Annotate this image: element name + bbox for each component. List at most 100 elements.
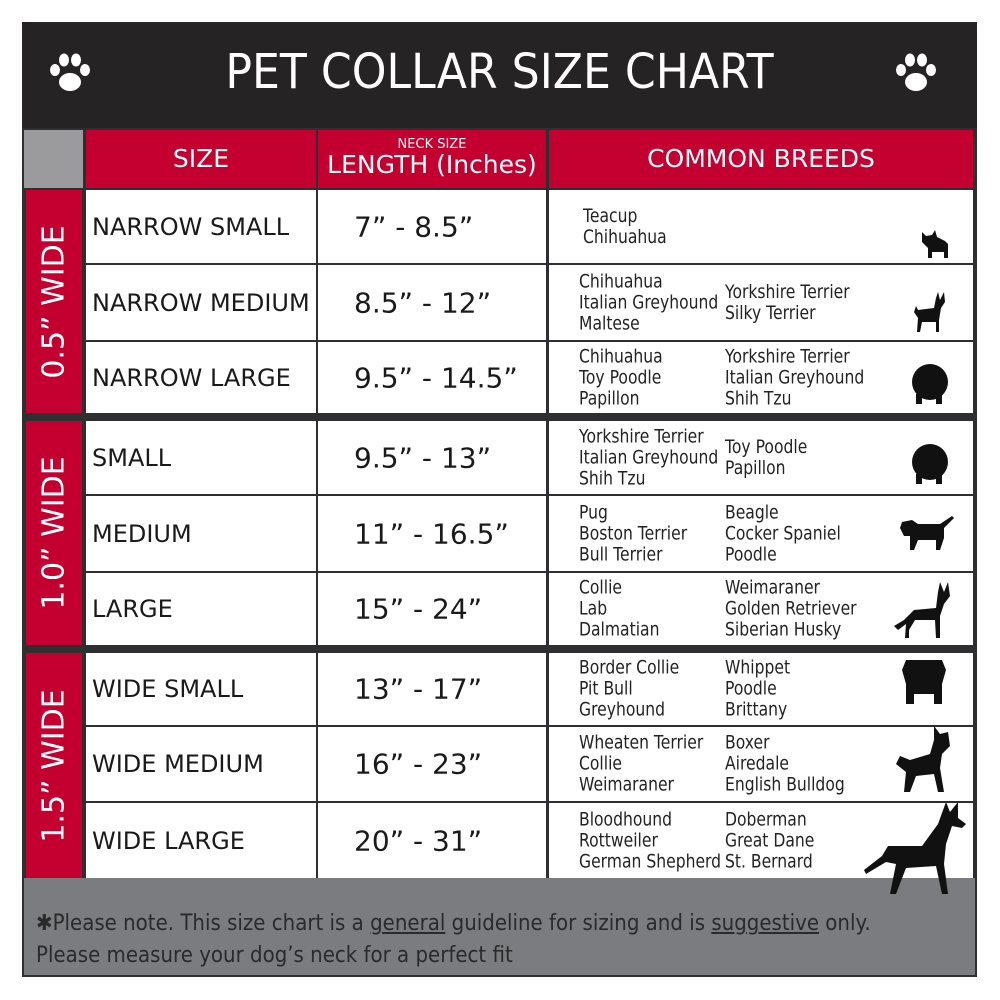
footer-note: ✱Please note. This size chart is a gener… [24, 878, 975, 975]
table-row: WIDE LARGE 20” - 31” Bloodhound Rottweile… [86, 803, 973, 878]
breed-name: German Shepherd [579, 850, 722, 872]
breeds-column-1: Chihuahua Toy Poodle Papillon [579, 346, 663, 409]
size-name: SMALL [92, 443, 172, 472]
breed-name: Yorkshire Terrier [579, 425, 704, 447]
length-cell: 9.5” - 14.5” [318, 342, 546, 413]
breeds-column-1: Bloodhound Rottweiler German Shepherd [579, 809, 721, 872]
column-header-length: NECK SIZE LENGTH (Inches) [318, 130, 546, 188]
breed-name: Collie [579, 752, 622, 775]
breed-name: Doberman [725, 808, 807, 830]
breed-name: Greyhound [579, 698, 665, 721]
neck-length: 9.5” - 13” [354, 441, 492, 474]
note-text: guideline for sizing and is [445, 911, 706, 936]
breed-name: Shih Tzu [579, 467, 646, 489]
breeds-column-2: Doberman Great Dane St. Bernard [725, 809, 814, 872]
breed-name: Beagle [725, 501, 779, 523]
breed-name: Toy Poodle [579, 366, 662, 388]
size-name: MEDIUM [92, 519, 192, 548]
size-cell: NARROW SMALL [86, 190, 316, 263]
breed-name: St. Bernard [725, 850, 813, 872]
breed-name: Lab [579, 597, 608, 620]
breed-name: Wheaten Terrier [579, 731, 704, 754]
size-cell: MEDIUM [86, 496, 316, 571]
breed-name: Rottweiler [579, 829, 658, 851]
breeds-cell: Border Collie Pit Bull Greyhound Whippet Po… [549, 653, 973, 725]
breed-name: Bull Terrier [579, 543, 663, 565]
column-header-breeds-label: COMMON BREEDS [647, 144, 875, 173]
size-name: WIDE MEDIUM [92, 750, 264, 778]
length-cell: 20” - 31” [318, 803, 546, 878]
chart-title: PET COLLAR SIZE CHART [225, 44, 774, 100]
table-row: WIDE MEDIUM 16” - 23” Wheaten Terrier Col… [86, 727, 973, 801]
breeds-cell: Collie Lab Dalmatian Weimaraner Golden Retr… [549, 573, 973, 645]
width-group-label: 1.0” WIDE [26, 421, 82, 645]
chart-header: PET COLLAR SIZE CHART [22, 22, 977, 128]
yorkie-silhouette-icon [918, 226, 952, 264]
chihuahua-silhouette-icon [908, 290, 948, 338]
table-row: LARGE 15” - 24” Collie Lab Dalmatian Weima… [86, 573, 973, 645]
table-row: NARROW SMALL 7” - 8.5” Teacup Chihuahua [86, 190, 973, 263]
paw-print-icon [50, 53, 90, 91]
breed-name: Siberian Husky [725, 618, 842, 641]
breed-name: Golden Retriever [725, 597, 857, 620]
note-text: ✱Please note. This size chart is a [36, 911, 364, 936]
breed-name: Yorkshire Terrier [725, 345, 850, 367]
breeds-column-1: Teacup Chihuahua [583, 205, 667, 248]
breed-name: Poodle [725, 677, 777, 700]
breed-name: Bloodhound [579, 808, 673, 830]
breeds-column-2: Whippet Poodle Brittany [725, 656, 791, 721]
paw-print-icon [896, 53, 936, 91]
size-cell: WIDE SMALL [86, 653, 316, 725]
size-name: LARGE [92, 595, 173, 623]
breed-name: Weimaraner [579, 773, 674, 796]
size-cell: NARROW MEDIUM [86, 265, 316, 340]
neck-size-label: NECK SIZE [397, 137, 467, 152]
neck-length: 16” - 23” [354, 747, 483, 781]
breed-name: Toy Poodle [725, 435, 808, 458]
breeds-cell: Wheaten Terrier Collie Weimaraner Boxer Air… [549, 727, 973, 801]
breed-name: Papillon [579, 387, 640, 409]
size-cell: LARGE [86, 573, 316, 645]
neck-length: 15” - 24” [354, 592, 483, 626]
shepherd-silhouette-icon [890, 578, 954, 646]
pomeranian-silhouette-icon [910, 440, 950, 490]
breed-name: Whippet [725, 656, 791, 679]
length-cell: 8.5” - 12” [318, 265, 546, 340]
breeds-column-1: Yorkshire Terrier Italian Greyhound Shih T… [579, 426, 718, 489]
breeds-column-2: Beagle Cocker Spaniel Poodle [725, 502, 841, 565]
breed-name: Maltese [579, 312, 640, 334]
table-row: NARROW MEDIUM 8.5” - 12” Chihuahua Italia… [86, 265, 973, 340]
breed-name: Cocker Spaniel [725, 522, 841, 544]
column-header-breeds: COMMON BREEDS [549, 130, 973, 188]
length-cell: 15” - 24” [318, 573, 546, 645]
breeds-column-1: Chihuahua Italian Greyhound Maltese [579, 271, 718, 334]
table-row: WIDE SMALL 13” - 17” Border Collie Pit Bu… [86, 653, 973, 725]
breed-name: Weimaraner [725, 576, 820, 599]
table-row: SMALL 9.5” - 13” Yorkshire Terrier Italia… [86, 421, 973, 494]
breed-name: English Bulldog [725, 773, 845, 796]
breed-name: Airedale [725, 752, 789, 775]
size-name: NARROW SMALL [92, 212, 290, 241]
size-name: WIDE SMALL [92, 675, 244, 703]
breed-name: Pug [579, 501, 608, 523]
breeds-column-1: Collie Lab Dalmatian [579, 576, 660, 641]
note-text-line2: Please measure your dog’s neck for a per… [36, 943, 513, 968]
breed-name: Collie [579, 576, 622, 599]
breed-name: Italian Greyhound [579, 291, 719, 313]
breed-name: Chihuahua [579, 345, 663, 367]
header-corner [24, 130, 83, 188]
breeds-cell: Teacup Chihuahua [549, 190, 973, 263]
size-name: NARROW LARGE [92, 363, 291, 392]
breed-name: Dalmatian [579, 618, 660, 641]
disclaimer-text: ✱Please note. This size chart is a gener… [36, 908, 871, 972]
note-text: only. [819, 911, 871, 936]
breeds-column-2: Yorkshire Terrier Italian Greyhound Shih T… [725, 346, 864, 409]
breeds-cell: Chihuahua Italian Greyhound Maltese Yorksh… [549, 265, 973, 340]
breed-name: Chihuahua [583, 225, 667, 248]
breeds-cell: Chihuahua Toy Poodle Papillon Yorkshire Te… [549, 342, 973, 413]
breeds-column-2: Toy Poodle Papillon [725, 435, 808, 479]
size-cell: WIDE LARGE [86, 803, 316, 878]
breed-name: Silky Terrier [725, 301, 816, 324]
neck-length: 11” - 16.5” [354, 517, 509, 550]
breed-name: Great Dane [725, 829, 815, 851]
